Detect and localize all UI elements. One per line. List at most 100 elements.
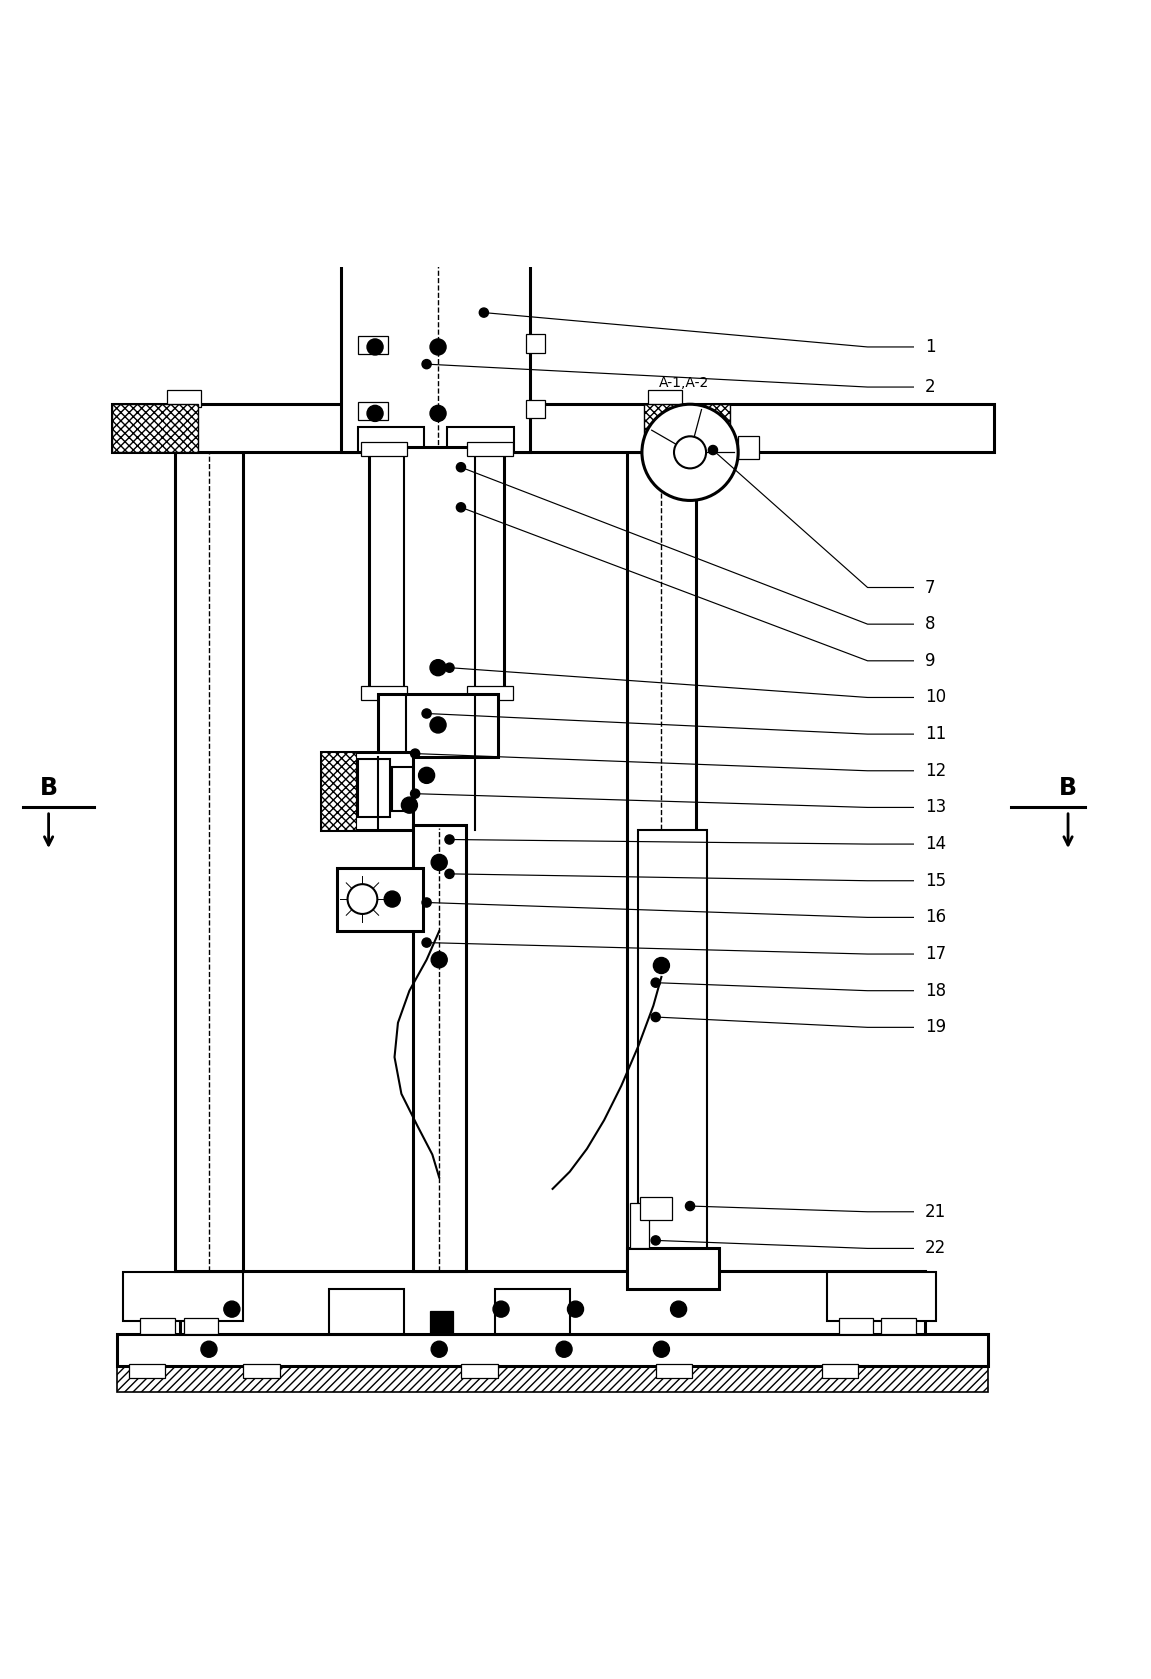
Bar bbox=[392, 767, 413, 811]
Circle shape bbox=[422, 939, 432, 947]
Circle shape bbox=[708, 445, 717, 455]
Circle shape bbox=[567, 1301, 584, 1316]
Circle shape bbox=[384, 892, 401, 907]
Circle shape bbox=[432, 1342, 448, 1357]
Bar bbox=[329, 1288, 404, 1335]
Bar bbox=[656, 1363, 693, 1378]
Circle shape bbox=[201, 1342, 218, 1357]
Bar bbox=[184, 1318, 219, 1335]
Bar bbox=[361, 687, 407, 700]
Bar bbox=[358, 336, 388, 354]
Circle shape bbox=[671, 1301, 687, 1316]
Bar bbox=[460, 1363, 497, 1378]
Text: A-1,A-2: A-1,A-2 bbox=[660, 376, 709, 391]
Circle shape bbox=[422, 898, 432, 907]
Circle shape bbox=[651, 979, 661, 987]
Bar bbox=[358, 426, 425, 452]
Circle shape bbox=[422, 359, 432, 369]
Bar bbox=[648, 391, 683, 406]
Text: 1: 1 bbox=[925, 337, 936, 356]
Bar bbox=[466, 442, 512, 455]
Circle shape bbox=[430, 405, 447, 421]
Bar bbox=[337, 868, 424, 932]
Circle shape bbox=[642, 405, 738, 500]
Bar bbox=[123, 1273, 243, 1321]
Bar bbox=[466, 687, 512, 700]
Text: 7: 7 bbox=[925, 579, 936, 596]
Circle shape bbox=[367, 405, 383, 421]
Circle shape bbox=[445, 870, 455, 878]
Text: 17: 17 bbox=[925, 945, 946, 964]
Bar bbox=[181, 1271, 925, 1335]
Bar bbox=[321, 752, 413, 831]
Bar bbox=[526, 400, 544, 418]
Bar bbox=[645, 405, 730, 452]
Text: 18: 18 bbox=[925, 982, 946, 999]
Text: 9: 9 bbox=[925, 651, 936, 670]
Circle shape bbox=[348, 885, 378, 913]
Bar bbox=[358, 759, 390, 816]
Circle shape bbox=[445, 663, 455, 672]
Bar bbox=[639, 831, 707, 1271]
Circle shape bbox=[411, 749, 420, 759]
Bar bbox=[413, 824, 465, 1271]
Bar bbox=[243, 1363, 280, 1378]
Circle shape bbox=[493, 1301, 509, 1316]
Circle shape bbox=[674, 437, 706, 468]
Bar bbox=[631, 1202, 649, 1249]
Bar bbox=[321, 752, 356, 831]
Text: 16: 16 bbox=[925, 908, 946, 927]
Bar bbox=[822, 1363, 859, 1378]
Bar bbox=[358, 401, 388, 420]
Bar bbox=[361, 442, 407, 455]
Bar bbox=[379, 693, 497, 757]
Bar bbox=[640, 1197, 672, 1219]
Circle shape bbox=[367, 339, 383, 354]
Circle shape bbox=[651, 1012, 661, 1021]
Bar bbox=[117, 1367, 988, 1392]
Bar bbox=[407, 99, 468, 118]
Circle shape bbox=[686, 1202, 694, 1211]
Bar bbox=[410, 134, 466, 200]
Circle shape bbox=[430, 717, 447, 734]
Text: 13: 13 bbox=[925, 799, 946, 816]
Bar bbox=[738, 437, 759, 460]
Circle shape bbox=[430, 660, 447, 675]
Text: 15: 15 bbox=[925, 871, 946, 890]
Text: B: B bbox=[39, 776, 58, 799]
Circle shape bbox=[432, 952, 448, 967]
Bar bbox=[828, 1273, 936, 1321]
Circle shape bbox=[457, 502, 465, 512]
Bar bbox=[448, 426, 513, 452]
Bar bbox=[839, 1318, 874, 1335]
Text: 11: 11 bbox=[925, 725, 946, 744]
Bar bbox=[882, 1318, 916, 1335]
Text: 8: 8 bbox=[925, 615, 936, 633]
Text: 19: 19 bbox=[925, 1019, 946, 1036]
Bar bbox=[341, 200, 529, 452]
Bar bbox=[430, 1311, 453, 1335]
Circle shape bbox=[654, 1342, 670, 1357]
Circle shape bbox=[556, 1342, 572, 1357]
Bar bbox=[140, 1318, 175, 1335]
Text: 10: 10 bbox=[925, 688, 946, 707]
Circle shape bbox=[654, 957, 670, 974]
Text: 12: 12 bbox=[925, 762, 946, 779]
Circle shape bbox=[402, 798, 418, 813]
Bar bbox=[627, 1249, 718, 1288]
Text: B: B bbox=[1059, 776, 1077, 799]
Bar bbox=[402, 118, 474, 138]
Bar bbox=[495, 1288, 570, 1335]
Circle shape bbox=[419, 767, 435, 784]
Bar bbox=[526, 334, 544, 353]
Bar bbox=[413, 77, 463, 101]
Text: 14: 14 bbox=[925, 834, 946, 853]
Circle shape bbox=[479, 307, 488, 317]
Circle shape bbox=[651, 1236, 661, 1246]
Circle shape bbox=[223, 1301, 239, 1316]
Bar bbox=[112, 405, 993, 452]
Bar bbox=[112, 405, 198, 452]
Bar bbox=[167, 391, 201, 406]
Circle shape bbox=[445, 834, 455, 845]
Bar bbox=[369, 447, 504, 697]
